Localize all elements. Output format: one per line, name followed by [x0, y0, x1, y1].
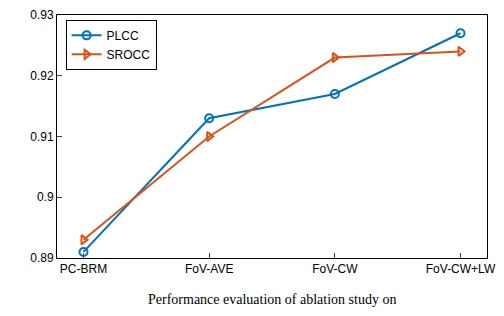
svg-text:0.93: 0.93 [30, 8, 54, 22]
svg-text:Performance evaluation of abla: Performance evaluation of ablation study… [148, 292, 396, 307]
svg-text:FoV-CW: FoV-CW [312, 262, 358, 276]
svg-text:0.91: 0.91 [30, 130, 54, 144]
svg-text:SROCC: SROCC [107, 48, 151, 62]
svg-text:PLCC: PLCC [107, 29, 139, 43]
svg-text:0.9: 0.9 [37, 190, 54, 204]
svg-text:0.89: 0.89 [30, 251, 54, 265]
svg-text:FoV-AVE: FoV-AVE [185, 262, 233, 276]
svg-text:0.92: 0.92 [30, 69, 54, 83]
svg-text:PC-BRM: PC-BRM [60, 262, 107, 276]
svg-text:FoV-CW+LW: FoV-CW+LW [426, 262, 496, 276]
